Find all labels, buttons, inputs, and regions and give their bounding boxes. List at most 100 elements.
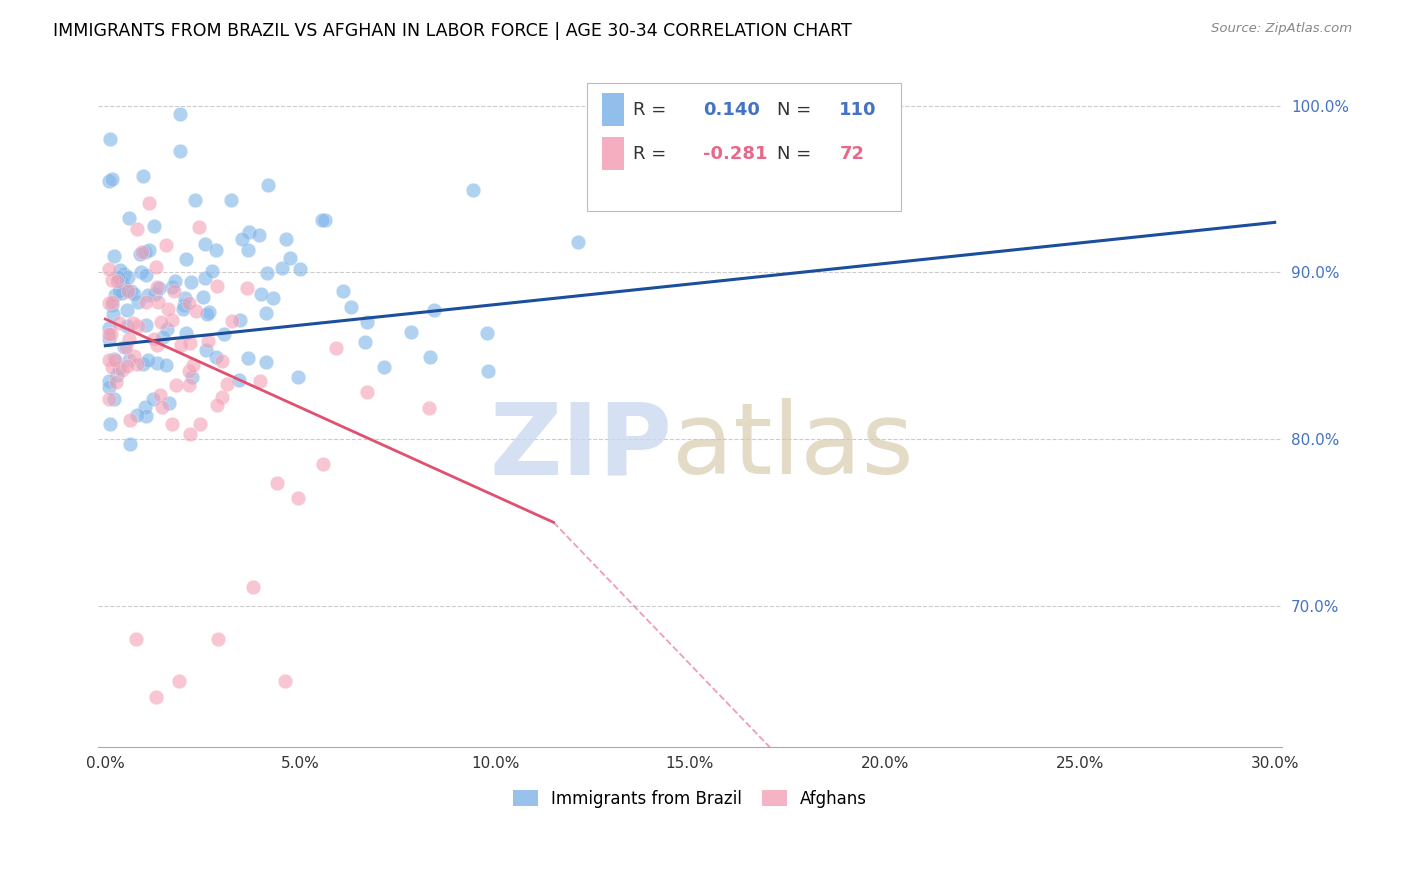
Point [204,243,226,257]
Point [101,273,124,287]
Point [173,298,195,312]
Point [108,285,131,299]
Point [228,374,250,388]
Point [145,690,167,705]
Text: IMMIGRANTS FROM BRAZIL VS AFGHAN IN LABOR FORCE | AGE 30-34 CORRELATION CHART: IMMIGRANTS FROM BRAZIL VS AFGHAN IN LABO… [53,22,852,40]
Point [104,288,127,302]
Point [163,285,186,299]
Point [125,632,148,646]
Point [107,270,129,285]
Point [143,287,166,301]
Point [135,409,157,424]
Point [194,343,217,357]
Point [98,374,121,388]
Point [201,264,224,278]
Point [257,178,280,193]
Point [115,302,138,317]
Point [98,417,121,432]
Point [148,294,170,309]
Point [266,476,288,491]
Point [287,491,309,505]
Point [475,326,498,341]
Point [100,295,122,310]
Point [165,274,187,288]
Point [197,305,219,319]
Point [111,363,134,377]
Point [125,222,148,236]
Point [112,268,135,282]
Point [169,106,191,120]
Point [152,330,174,344]
Point [290,262,312,277]
Point [118,437,141,451]
Point [174,252,197,267]
Point [103,249,125,263]
Point [127,294,149,309]
Point [325,341,347,355]
Point [197,307,219,321]
Point [231,232,253,246]
FancyBboxPatch shape [586,82,901,211]
Point [156,322,179,336]
Point [188,219,211,234]
Point [177,296,200,310]
Text: N =: N = [776,101,817,119]
Point [156,301,179,316]
Point [136,353,159,368]
Point [100,327,122,342]
Point [179,335,201,350]
Point [262,292,284,306]
Point [418,401,440,416]
Point [254,355,277,369]
Point [170,338,193,352]
Point [236,351,259,366]
Point [155,359,177,373]
Point [207,632,229,646]
Point [104,353,127,368]
Point [274,232,297,246]
Point [242,580,264,594]
Text: atlas: atlas [672,398,914,495]
Point [117,319,139,334]
Point [254,305,277,319]
Point [136,287,159,301]
Point [278,251,301,265]
Text: 0.140: 0.140 [703,101,759,119]
Point [340,300,363,314]
Point [122,349,145,363]
Point [103,392,125,406]
Point [157,396,180,410]
Point [423,303,446,318]
Point [167,673,190,688]
Point [135,318,157,332]
Point [401,326,423,340]
Point [135,268,157,282]
Point [567,235,589,250]
Point [138,243,160,257]
Point [135,294,157,309]
Point [142,392,165,407]
Point [463,183,485,197]
Point [125,357,148,371]
Legend: Immigrants from Brazil, Afghans: Immigrants from Brazil, Afghans [506,783,875,814]
Point [98,332,121,346]
Point [193,290,215,304]
Point [98,392,121,406]
Point [118,413,141,427]
Point [108,262,131,277]
Point [101,359,124,374]
Point [194,271,217,285]
Point [111,275,134,289]
Point [98,174,121,188]
Point [125,408,148,422]
Point [311,213,333,227]
Point [98,262,121,277]
Point [205,398,228,412]
Point [273,673,295,688]
Point [176,326,198,340]
Point [145,337,167,351]
Point [98,296,121,310]
Point [132,169,155,183]
Point [105,368,128,382]
Point [160,417,183,432]
